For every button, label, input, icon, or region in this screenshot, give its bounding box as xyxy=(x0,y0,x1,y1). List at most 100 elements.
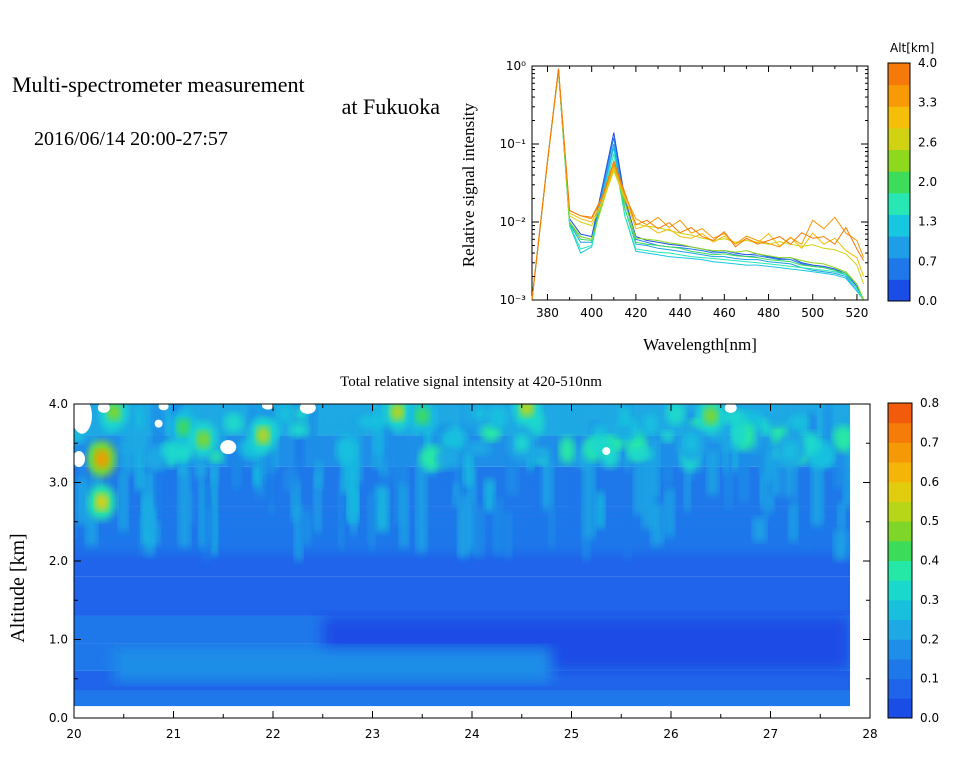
heatmap-patch xyxy=(562,404,585,429)
spectrum-series-line-2 xyxy=(531,70,864,301)
intensity-colorbar-label: 0.8 xyxy=(920,396,939,410)
heatmap-no-data-gap xyxy=(299,404,316,414)
heatmap-no-data-gap xyxy=(602,447,611,456)
heatmap-no-data-gap xyxy=(97,404,110,413)
heatmap-streak xyxy=(548,505,555,547)
heatmap-xtick-label: 25 xyxy=(564,727,579,741)
spectrum-xtick-label: 440 xyxy=(669,306,692,320)
heatmap-field xyxy=(74,404,851,707)
altitude-colorbar-swatch xyxy=(888,279,910,302)
spectrum-series-line-5 xyxy=(531,70,865,301)
spectrum-series-line-4 xyxy=(531,70,865,301)
heatmap-patch xyxy=(208,450,223,463)
heatmap-streak xyxy=(454,463,465,495)
heatmap-streak xyxy=(367,494,376,544)
heatmap-streak xyxy=(305,404,318,450)
heatmap-xtick-label: 22 xyxy=(265,727,280,741)
title-line-1: Multi-spectrometer measurement xyxy=(12,72,305,97)
heatmap-band xyxy=(74,690,851,707)
heatmap-xtick-label: 28 xyxy=(862,727,877,741)
intensity-colorbar-swatch xyxy=(888,698,912,719)
heatmap-patch xyxy=(277,404,293,424)
heatmap-xtick-label: 26 xyxy=(663,727,678,741)
heatmap-streak xyxy=(300,509,312,543)
heatmap-streak xyxy=(641,439,656,529)
heatmap-hotspot xyxy=(94,449,109,468)
heatmap-streak xyxy=(314,460,324,489)
heatmap-hotspot xyxy=(106,404,121,421)
altitude-colorbar-swatch xyxy=(888,63,910,86)
heatmap-title: Total relative signal intensity at 420-5… xyxy=(340,374,602,390)
heatmap-streak xyxy=(738,421,750,502)
spectrum-series-line-10 xyxy=(531,68,865,301)
heatmap-no-data-gap xyxy=(74,450,85,467)
heatmap-streak xyxy=(75,478,90,524)
heatmap-streak xyxy=(622,518,632,560)
intensity-colorbar-swatch xyxy=(888,422,912,443)
altitude-colorbar-swatch xyxy=(888,257,910,280)
intensity-colorbar-label: 0.7 xyxy=(920,435,939,449)
heatmap-hotspot xyxy=(683,434,698,453)
heatmap-patch xyxy=(459,404,480,427)
heatmap-streak xyxy=(664,488,675,537)
altitude-colorbar-label: 1.3 xyxy=(918,215,937,229)
heatmap-streak xyxy=(198,464,205,546)
heatmap-xtick-label: 20 xyxy=(66,727,81,741)
intensity-colorbar-swatch xyxy=(888,501,912,522)
heatmap-xtick-label: 21 xyxy=(166,727,181,741)
heatmap-streak xyxy=(805,502,814,551)
spectrum-series-line-3 xyxy=(531,70,864,301)
heatmap-ytick-label: 4.0 xyxy=(49,397,68,411)
heatmap-streak xyxy=(266,475,278,505)
heatmap-hotspot xyxy=(519,404,534,417)
spectrum-xtick-label: 400 xyxy=(580,306,603,320)
figure-title: Multi-spectrometer measurement at Fukuok… xyxy=(12,72,442,151)
altitude-colorbar-title: Alt[km] xyxy=(890,41,934,55)
intensity-colorbar-swatch xyxy=(888,442,912,463)
title-line-2: at Fukuoka xyxy=(341,94,440,119)
intensity-colorbar-label: 0.4 xyxy=(920,554,939,568)
altitude-colorbar-swatch xyxy=(888,149,910,172)
heatmap-streak xyxy=(284,467,298,492)
heatmap-hotspot xyxy=(514,434,529,453)
date-range: 2016/06/14 20:00-27:57 xyxy=(34,128,228,150)
heatmap-streak xyxy=(765,433,775,482)
heatmap-streak xyxy=(457,494,470,558)
spectrum-ytick-label: 10⁻¹ xyxy=(500,137,527,151)
heatmap-streak xyxy=(415,459,427,553)
heatmap-streak xyxy=(138,516,145,553)
heatmap-streak xyxy=(371,432,383,468)
heatmap-streak xyxy=(684,437,691,511)
intensity-colorbar-swatch xyxy=(888,619,912,640)
heatmap-patch xyxy=(618,405,632,426)
spectrum-series-line-7 xyxy=(531,69,865,301)
altitude-colorbar-swatch xyxy=(888,84,910,107)
heatmap-streak xyxy=(848,534,851,560)
altitude-colorbar-label: 2.0 xyxy=(918,175,937,189)
heatmap-streak xyxy=(290,480,301,521)
heatmap-streak xyxy=(833,530,848,561)
altitude-colorbar-swatch xyxy=(888,171,910,194)
intensity-colorbar-swatch xyxy=(888,580,912,601)
heatmap-streak xyxy=(467,466,477,552)
heatmap-streak xyxy=(337,476,345,549)
heatmap-ytick-label: 1.0 xyxy=(49,633,68,647)
heatmap-streak xyxy=(463,452,474,487)
altitude-colorbar-label: 2.6 xyxy=(918,135,937,149)
heatmap-streak xyxy=(473,505,485,557)
intensity-colorbar-swatch xyxy=(888,599,912,621)
heatmap-streak xyxy=(823,404,833,467)
intensity-colorbar-label: 0.6 xyxy=(920,475,939,489)
heatmap-streak xyxy=(724,453,733,508)
altitude-colorbar-frame xyxy=(887,62,911,302)
heatmap-streak xyxy=(595,492,606,528)
heatmap-ylabel: Altitude [km] xyxy=(7,533,29,642)
intensity-colorbar-swatch xyxy=(888,462,912,483)
heatmap-streak xyxy=(210,465,218,556)
heatmap-streak xyxy=(504,511,513,559)
spectrum-xtick-label: 420 xyxy=(624,306,647,320)
intensity-colorbar-label: 0.0 xyxy=(920,711,939,725)
intensity-colorbar-swatch xyxy=(888,540,912,561)
intensity-colorbar-swatch xyxy=(888,678,912,699)
